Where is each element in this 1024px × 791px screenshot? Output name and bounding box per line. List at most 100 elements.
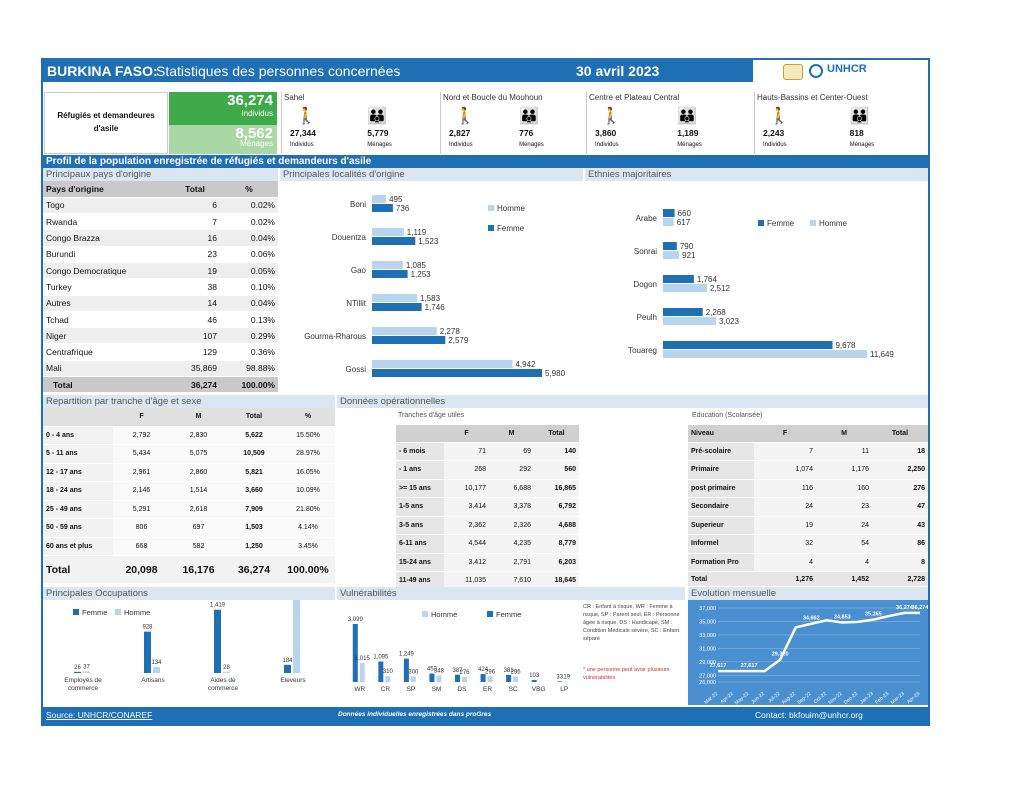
data-label: 310: [383, 669, 394, 675]
table-header: %: [220, 181, 278, 197]
table-cell: 160: [816, 479, 872, 498]
bar: [372, 237, 415, 245]
table-row: Secondaire 24 23 47: [688, 498, 928, 517]
category-label: CR: [381, 686, 391, 693]
data-label: 37: [83, 664, 90, 670]
table-header: F: [113, 408, 170, 426]
table-cell: 0.10%: [220, 279, 278, 295]
table-cell: 2,146: [113, 482, 170, 501]
x-tick-label: Mar-22: [703, 691, 719, 705]
table-cell: Secondaire: [688, 498, 754, 517]
table-cell: 276: [872, 479, 928, 498]
category-label: Gossi: [346, 365, 367, 374]
table-cell: 0.36%: [220, 344, 278, 360]
region-name: Nord et Boucle du Mouhoun: [443, 93, 543, 102]
table-cell: 3,412: [444, 553, 489, 572]
bar: [513, 676, 518, 682]
table-row: Togo 6 0.02%: [43, 197, 278, 213]
table-cell: Togo: [43, 197, 170, 213]
category-label: Sonrai: [634, 247, 657, 256]
data-label: 27,617: [710, 663, 727, 669]
category-label: Gao: [351, 266, 367, 275]
summary-label: Réfugiés et demandeures d'asile: [51, 109, 161, 135]
table-cell: post primaire: [688, 479, 754, 498]
data-label: 9,678: [835, 341, 856, 350]
table-cell: 5,434: [113, 445, 170, 464]
region-card: Centre et Plateau Central 🚶 👪 3,860 1,18…: [586, 92, 750, 154]
x-tick-label: Mar-23: [890, 691, 906, 705]
table-cell: 47: [872, 498, 928, 517]
data-label: 27,617: [741, 663, 758, 669]
data-label: 921: [682, 251, 696, 260]
data-label: 1,085: [406, 261, 427, 270]
region-individus-label: Individus: [595, 142, 619, 148]
localites-title: Principales localités d'origine: [280, 168, 583, 181]
table-row: 60 ans et plus 668 582 1,250 3.45%: [43, 537, 335, 556]
table-cell: 2,362: [444, 516, 489, 535]
x-tick-label: Sep-22: [796, 691, 812, 705]
table-cell: 5 - 11 ans: [43, 445, 113, 464]
ops-title: Données opérationnelles: [337, 395, 928, 408]
table-row: Pré-scolaire 7 11 18: [688, 442, 928, 461]
bar: [663, 275, 694, 283]
bar: [663, 317, 716, 325]
table-row: 12 - 17 ans 2,961 2,860 5,821 16.05%: [43, 463, 335, 482]
table-cell: 21.80%: [281, 500, 335, 519]
header-bar: BURKINA FASO: Statistiques des personnes…: [43, 60, 753, 82]
table-header: M: [170, 408, 227, 426]
table-total: Total: [43, 377, 170, 393]
table-cell: Rwanda: [43, 214, 170, 230]
region-menages-label: Ménages: [367, 142, 392, 148]
localites-chart: Boni495736Douentza1,1191,523Gao1,0851,25…: [280, 181, 583, 392]
table-cell: 15-24 ans: [396, 553, 444, 572]
table-cell: 11: [816, 442, 872, 461]
data-label: 276: [459, 670, 470, 676]
category-label: NTillit: [346, 299, 366, 308]
bar: [436, 675, 441, 682]
table-cell: 3-5 ans: [396, 516, 444, 535]
x-tick-label: Aug-22: [781, 691, 797, 705]
region-individus-label: Individus: [763, 142, 787, 148]
table-cell: 806: [113, 519, 170, 538]
table-cell: 18: [872, 442, 928, 461]
category-label: DS: [457, 686, 467, 693]
table-cell: 19: [170, 262, 220, 278]
table-cell: - 6 mois: [396, 442, 444, 461]
data-label: 790: [680, 242, 694, 251]
x-tick-label: Jul-22: [767, 691, 781, 704]
table-row: Congo Brazza 16 0.04%: [43, 230, 278, 246]
table-row: 15-24 ans 3,412 2,791 6,203: [396, 553, 579, 572]
category-label: Touareg: [628, 346, 657, 355]
data-label: 5,980: [545, 369, 566, 378]
data-label: 1,253: [411, 270, 432, 279]
data-label: 1,095: [373, 655, 389, 661]
table-cell: Autres: [43, 295, 170, 311]
region-menages-label: Ménages: [850, 142, 875, 148]
table-cell: Congo Brazza: [43, 230, 170, 246]
category-label: Gourma-Rharous: [304, 332, 366, 341]
data-label: 2,512: [710, 284, 731, 293]
table-cell: Formation Pro: [688, 553, 754, 572]
region-card: Nord et Boucle du Mouhoun 🚶 👪 2,827 776 …: [440, 92, 582, 154]
category-label: ER: [483, 686, 492, 693]
menages-label: Ménages: [169, 139, 273, 148]
legend-swatch: [810, 220, 816, 226]
occupations-chart: 26 37Employés decommerce928134Artisans1,4…: [43, 600, 335, 705]
region-individus-label: Individus: [449, 142, 473, 148]
table-cell: 28.97%: [281, 445, 335, 464]
footer-middle: Données individuelles enregistrées dans …: [338, 711, 491, 718]
region-individus: 27,344: [290, 128, 316, 138]
table-cell: Informel: [688, 535, 754, 554]
region-individus: 2,827: [449, 128, 470, 138]
table-cell: 35,869: [170, 360, 220, 376]
category-label: commerce: [208, 685, 239, 692]
bar: [488, 676, 493, 682]
table-cell: 2,618: [170, 500, 227, 519]
x-tick-label: Dec-22: [843, 691, 859, 705]
table-cell: 7: [754, 442, 816, 461]
data-label: 11,649: [870, 350, 894, 359]
table-row: >= 15 ans 10,177 6,688 16,865: [396, 479, 579, 498]
table-cell: 10.09%: [281, 482, 335, 501]
region-menages-label: Ménages: [677, 142, 702, 148]
table-cell: 6: [170, 197, 220, 213]
